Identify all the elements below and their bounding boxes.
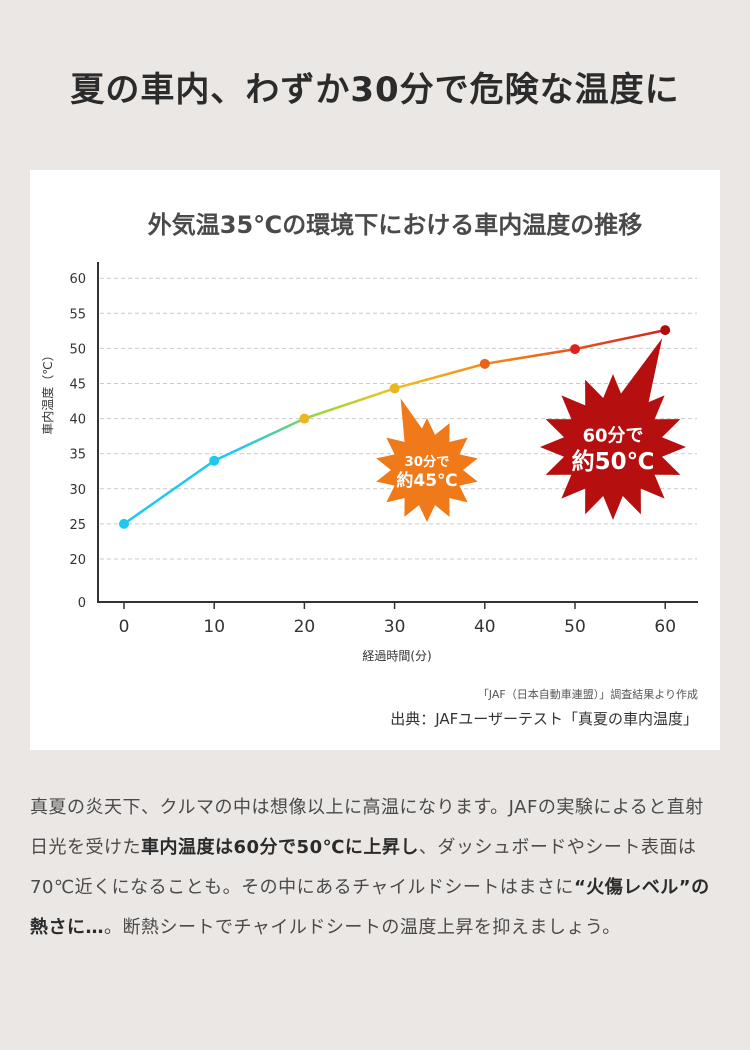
callout-burst-shape <box>376 418 478 522</box>
y-tick-label: 40 <box>69 413 86 428</box>
y-tick-label: 30 <box>69 483 86 498</box>
body-text-2: 、ダッシュボードやシート表面は70℃近くになることも。その中にあるチャイルドシー… <box>30 837 697 898</box>
body-emphasis-2: “火傷レベル”の熱さに… <box>30 877 710 938</box>
callout-burst-shape <box>540 374 686 520</box>
y-tick-label: 0 <box>78 596 86 611</box>
x-tick-label: 40 <box>474 617 496 637</box>
x-tick-label: 30 <box>384 617 406 637</box>
tick-labels: 0 20 25 30 35 40 45 50 55 60 0 10 20 30 40 50 60 <box>69 272 676 637</box>
axes <box>97 262 698 609</box>
body-paragraph: 真夏の炎天下、クルマの中は想像以上に高温になります。JAFの実験によると直射日光… <box>30 788 722 948</box>
y-tick-label: 60 <box>69 272 86 287</box>
chart-title: 外気温35℃の環境下における車内温度の推移 <box>147 211 643 239</box>
data-point <box>389 383 400 394</box>
body-emphasis-1: 車内温度は60分で50℃に上昇し <box>141 837 419 858</box>
grid-lines <box>100 277 697 560</box>
x-tick-label: 60 <box>654 617 676 637</box>
y-axis-label: 車内温度（℃） <box>40 349 55 434</box>
x-tick-label: 50 <box>564 617 586 637</box>
line-chart: 0 20 25 30 35 40 45 50 55 60 0 10 20 30 40 50 60 車内温度（℃）… <box>40 262 698 663</box>
y-tick-label: 50 <box>69 342 86 357</box>
source-citation: 出典：JAFユーザーテスト「真夏の車内温度」 <box>390 710 698 728</box>
y-tick-label: 45 <box>69 378 86 393</box>
source-note: 「JAF（日本自動車連盟）」調査結果より作成 <box>477 688 698 701</box>
x-tick-label: 0 <box>119 617 130 637</box>
x-tick-label: 20 <box>294 617 316 637</box>
data-point <box>299 413 310 424</box>
y-tick-label: 55 <box>69 307 86 322</box>
data-point <box>119 518 129 529</box>
x-axis-label: 経過時間(分) <box>362 649 431 663</box>
data-point <box>209 455 220 466</box>
data-points <box>119 325 671 529</box>
callout-text: 約50℃ <box>572 448 655 475</box>
page-headline: 夏の車内、わずか30分で危険な温度に <box>70 70 680 110</box>
body-text-3: 。断熱シートでチャイルドシートの温度上昇を抑えましょう。 <box>104 917 621 938</box>
y-tick-label: 35 <box>69 448 86 463</box>
callout-text: 30分で <box>405 454 450 470</box>
callout-text: 約45℃ <box>396 470 457 491</box>
y-tick-label: 25 <box>69 518 86 533</box>
data-point <box>660 325 671 336</box>
y-tick-label: 20 <box>69 553 86 568</box>
x-tick-label: 10 <box>203 617 225 637</box>
data-point <box>570 344 580 355</box>
callout-text: 60分で <box>583 425 644 446</box>
body-text-1: 真夏の炎天下、クルマの中は想像以上に高温になります。JAFの実験によると直射日光… <box>30 797 704 858</box>
data-point <box>479 358 490 369</box>
